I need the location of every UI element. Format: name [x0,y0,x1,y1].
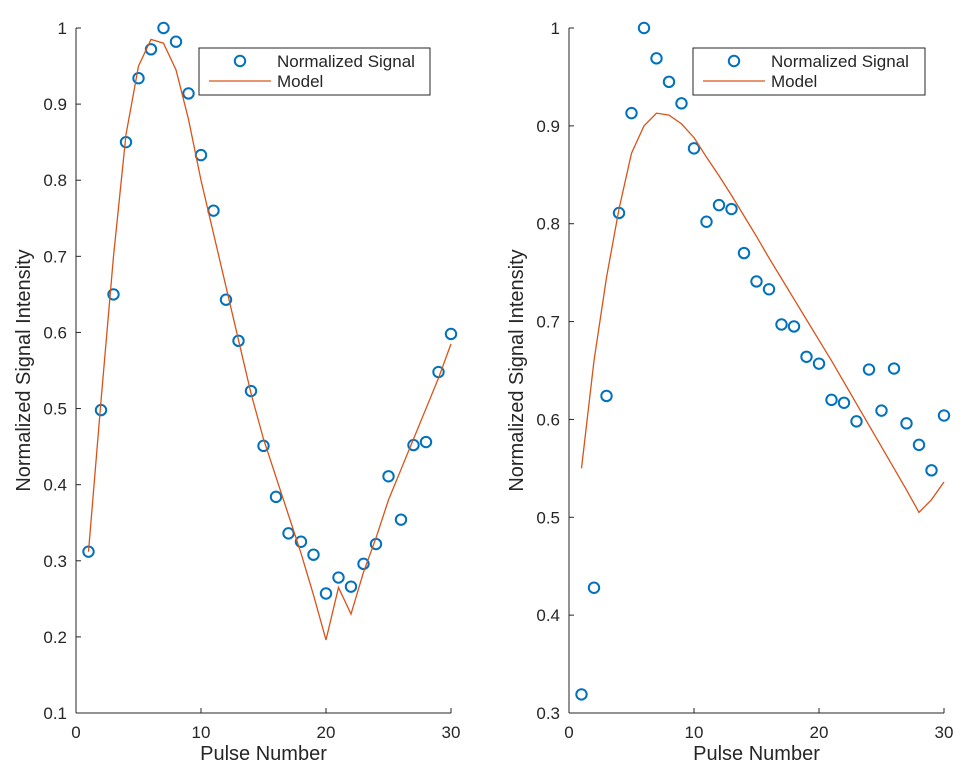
data-point [937,409,951,422]
y-tick-label: 0.7 [536,313,560,332]
data-point [900,417,913,430]
data-point [587,581,601,594]
data-point [912,438,926,452]
x-tick-label: 20 [317,723,336,742]
legend-label: Normalized Signal [771,52,909,71]
legend-marker-symbol [727,54,741,68]
legend-label: Normalized Signal [277,52,415,71]
data-point [775,318,788,331]
data-point [925,464,938,477]
y-tick-label: 0.5 [536,508,560,527]
data-point [637,21,651,35]
data-point [600,389,613,403]
legend-label: Model [771,72,817,91]
data-point [294,535,308,548]
data-point [444,327,458,341]
data-point [344,580,358,593]
x-axis-label: Pulse Number [693,743,820,765]
data-point [269,490,283,504]
x-tick-label: 0 [71,723,80,742]
chart-panel-1: 0 10 20 30 0.1 0.2 0.3 0.4 0.5 0.6 0.7 0.8 0.9 1 Pulse… [13,19,460,765]
data-point [232,334,245,348]
data-point [875,404,888,417]
y-tick-label: 0.6 [43,323,67,342]
data-point [675,97,688,110]
x-tick-label: 30 [935,723,954,742]
x-tick-label: 30 [442,723,461,742]
data-point [737,246,751,260]
data-point [687,142,701,155]
data-point [332,571,345,584]
x-axis-label: Pulse Number [200,743,327,765]
x-tick-label: 10 [192,723,211,742]
y-tick-label: 0.3 [43,552,67,571]
data-point [712,198,726,212]
data-point [169,35,183,48]
data-point [182,87,195,100]
data-point [662,75,676,89]
y-tick-label: 1 [58,19,67,38]
data-point [700,215,713,228]
y-tick-label: 0.6 [536,410,560,429]
data-point [575,688,588,701]
data-point [382,470,395,483]
x-tick-label: 10 [685,723,704,742]
data-point [650,52,663,65]
data-point [107,288,120,301]
data-point [625,106,638,120]
data-point [194,148,208,162]
y-tick-label: 0.2 [43,628,67,647]
data-point [825,393,838,407]
data-point [419,435,433,449]
model-line [580,112,945,514]
chart-panel-2: 0 10 20 30 0.3 0.4 0.5 0.6 0.7 0.8 0.9 1 Pulse Numbe… [506,19,953,765]
data-point [157,21,170,35]
data-point [800,350,813,363]
y-tick-label: 0.9 [536,117,560,136]
data-point [850,415,863,428]
legend-label: Model [277,72,323,91]
data-point [862,363,876,376]
y-tick-label: 0.8 [536,215,560,234]
data-point [219,293,233,306]
y-tick-label: 0.4 [536,606,560,625]
y-tick-label: 0.4 [43,476,67,495]
y-tick-label: 0.7 [43,247,67,266]
data-point [132,72,145,85]
data-point [394,513,408,526]
data-point [725,202,738,216]
data-point [207,204,220,217]
data-point [750,275,763,288]
x-tick-label: 20 [810,723,829,742]
data-point [812,357,826,370]
data-point [887,362,901,375]
model-line [87,38,452,641]
data-point [244,384,258,398]
data-point [357,557,370,571]
data-point [762,283,776,296]
y-tick-label: 0.9 [43,95,67,114]
y-axis-label: Normalized Signal Intensity [506,249,528,491]
legend-marker-symbol [233,54,247,68]
data-point [787,320,801,333]
y-tick-label: 0.1 [43,704,67,723]
y-tick-label: 1 [551,19,560,38]
y-tick-label: 0.3 [536,704,560,723]
data-point [282,527,295,540]
data-point [319,587,333,600]
y-axis-label: Normalized Signal Intensity [13,249,35,491]
y-tick-label: 0.8 [43,171,67,190]
x-tick-label: 0 [564,723,573,742]
data-point [837,396,851,409]
data-point [307,548,320,561]
y-tick-label: 0.5 [43,400,67,419]
